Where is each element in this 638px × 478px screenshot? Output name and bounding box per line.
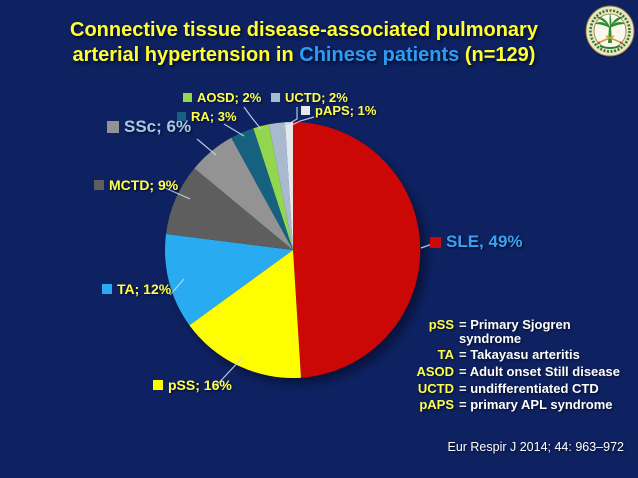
slice-label-text: SLE, 49%	[446, 232, 523, 251]
slice-label-aosd: AOSD; 2%	[183, 90, 261, 105]
pie-slice-mctd	[166, 168, 293, 250]
citation-reference: Eur Respir J 2014; 44: 963–972	[447, 440, 624, 454]
abbr-key-abbr: UCTD	[417, 380, 454, 396]
legend-swatch-ra	[177, 112, 186, 121]
leader-line-ra	[223, 123, 245, 137]
slide-title: Connective tissue disease-associated pul…	[30, 18, 578, 68]
slice-label-uctd: UCTD; 2%	[271, 90, 348, 105]
pie-slice-pss	[189, 250, 301, 378]
leader-line-ta	[169, 278, 185, 296]
abbr-key-row: pAPS = primary APL syndrome	[408, 398, 628, 412]
abbr-key-definition: = Primary Sjogren syndrome	[459, 317, 571, 346]
abbr-key-row: pSS = Primary Sjogren syndrome	[408, 318, 628, 345]
leader-line-pss	[212, 356, 244, 390]
abbr-key-row: UCTD = undifferentiated CTD	[408, 380, 628, 396]
slice-label-sle: SLE, 49%	[430, 232, 523, 252]
abbr-key-abbr: TA	[437, 347, 454, 363]
abbr-key-abbr: ASOD	[416, 363, 454, 379]
pie-slice-ssc	[194, 137, 293, 250]
slice-label-ssc: SSc; 6%	[107, 117, 191, 137]
slice-label-text: TA; 12%	[117, 281, 172, 297]
abbr-key-row: ASOD = Adult onset Still disease	[408, 365, 628, 379]
slice-label-text: MCTD; 9%	[109, 177, 179, 193]
title-line2-pre: arterial hypertension in	[72, 44, 300, 66]
pie-slice-ra	[231, 128, 293, 250]
legend-swatch-sle	[430, 236, 441, 248]
legend-swatch-pss	[153, 380, 163, 390]
slice-label-mctd: MCTD; 9%	[94, 177, 178, 193]
slice-label-text: AOSD; 2%	[197, 90, 262, 105]
abbr-key-row: TA = Takayasu arteritis	[408, 348, 628, 362]
slice-label-text: RA; 3%	[191, 109, 237, 124]
slice-label-paps: pAPS; 1%	[301, 103, 376, 118]
pie-slice-ta	[164, 234, 293, 326]
slice-label-text: UCTD; 2%	[285, 90, 348, 105]
legend-swatch-ta	[102, 284, 112, 294]
pie-slice-paps	[285, 122, 293, 250]
abbr-key-definition: = primary APL syndrome	[459, 397, 613, 413]
leader-line-aosd	[243, 106, 262, 130]
institution-logo-emblem	[585, 5, 635, 58]
legend-swatch-paps	[301, 106, 310, 115]
abbr-key-abbr: pAPS	[419, 397, 454, 413]
pie-slice-sle	[293, 122, 421, 378]
abbr-key-abbr: pSS	[428, 317, 454, 332]
pie-slice-aosd	[253, 124, 293, 250]
legend-swatch-aosd	[183, 93, 192, 102]
legend-swatch-ssc	[107, 121, 119, 133]
title-line2-highlight: Chinese patients	[299, 44, 460, 66]
slice-label-pss: pSS; 16%	[153, 377, 232, 393]
title-line2-post: (n=129)	[459, 44, 536, 66]
slice-label-text: pAPS; 1%	[315, 103, 377, 118]
slice-label-text: pSS; 16%	[168, 377, 232, 393]
abbr-key-definition: = Takayasu arteritis	[459, 347, 580, 363]
leader-line-mctd	[162, 186, 191, 200]
title-line1: Connective tissue disease-associated pul…	[70, 19, 538, 41]
slice-label-ta: TA; 12%	[102, 281, 171, 297]
abbr-key-definition: = Adult onset Still disease	[459, 363, 620, 379]
legend-swatch-uctd	[271, 93, 280, 102]
leader-line-paps	[291, 116, 315, 126]
slice-label-ra: RA; 3%	[177, 109, 237, 124]
slice-label-text: SSc; 6%	[124, 117, 192, 136]
abbr-key-definition: = undifferentiated CTD	[459, 380, 599, 396]
legend-swatch-mctd	[94, 180, 104, 190]
abbreviation-key: pSS = Primary Sjogren syndrome TA = Takayas…	[408, 318, 628, 415]
leader-line-ssc	[196, 138, 217, 156]
leader-line-uctd	[282, 107, 298, 128]
